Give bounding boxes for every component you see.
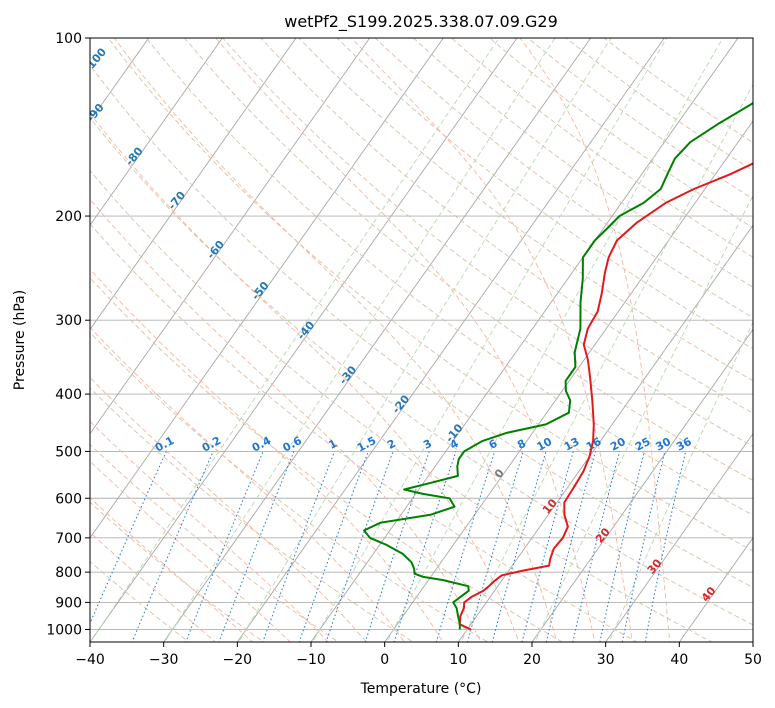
y-tick-label: 100 bbox=[55, 31, 82, 47]
isotherm-gridline bbox=[236, 38, 665, 642]
moist-adiabat bbox=[519, 38, 671, 642]
y-tick-label: 600 bbox=[55, 491, 82, 507]
y-tick-label: 500 bbox=[55, 444, 82, 460]
isotherm-gridline bbox=[163, 38, 592, 642]
dry-adiabat bbox=[374, 38, 753, 319]
mixing-ratio-line bbox=[298, 451, 369, 642]
moist-adiabat bbox=[90, 112, 520, 642]
y-tick-label: 200 bbox=[55, 209, 82, 225]
dry-adiabat bbox=[336, 38, 753, 350]
dry-adiabat bbox=[90, 169, 713, 642]
y-axis: 100 200 300 400 500 600 700 800 900 1000 bbox=[46, 31, 90, 638]
isotherm-gridline bbox=[605, 432, 753, 642]
x-tick-label: 40 bbox=[670, 652, 688, 668]
y-axis-label: Pressure (hPa) bbox=[12, 290, 28, 390]
mixing-ratio-label: 10 bbox=[535, 435, 555, 454]
mixing-ratio-label: 30 bbox=[653, 435, 673, 454]
isotherm-gridline bbox=[678, 537, 753, 642]
reference-curve bbox=[90, 38, 500, 642]
y-tick-label: 400 bbox=[55, 387, 82, 403]
reference-curve bbox=[608, 321, 753, 642]
dry-adiabat bbox=[90, 331, 489, 642]
mixing-ratio-line bbox=[466, 451, 524, 642]
dewpoint-profile-line bbox=[363, 101, 753, 630]
moist-adiabat bbox=[90, 268, 444, 642]
chart-title: wetPf2_S199.2025.338.07.09.G29 bbox=[284, 12, 558, 32]
mixing-ratio-label: 16 bbox=[584, 435, 604, 454]
x-axis: −40 −30 −20 −10 0 10 20 30 40 50 bbox=[75, 642, 762, 668]
mixing-ratio-label: 25 bbox=[633, 435, 653, 454]
dry-adiabat bbox=[90, 277, 564, 642]
isotherm-gridline bbox=[90, 38, 518, 642]
reference-curve bbox=[460, 83, 753, 642]
dry-adiabat bbox=[90, 387, 414, 642]
x-tick-label: −40 bbox=[75, 652, 105, 668]
x-tick-label: 10 bbox=[449, 652, 467, 668]
x-tick-label: 50 bbox=[744, 652, 762, 668]
plot-frame bbox=[89, 37, 754, 643]
dry-adiabat bbox=[107, 38, 753, 552]
isotherm-gridline bbox=[90, 38, 371, 435]
mixing-ratio-label: 36 bbox=[674, 435, 694, 454]
x-tick-label: −30 bbox=[149, 652, 179, 668]
mixing-ratio-label: 13 bbox=[562, 435, 582, 454]
y-tick-label: 800 bbox=[55, 565, 82, 581]
y-tick-label: 300 bbox=[55, 313, 82, 329]
mixing-ratio-line bbox=[325, 451, 394, 642]
isotherm-gridline bbox=[90, 38, 444, 539]
y-tick-label: 900 bbox=[55, 595, 82, 611]
x-tick-label: −10 bbox=[296, 652, 326, 668]
mixing-ratio-label: 20 bbox=[608, 435, 628, 454]
isotherm-gridline bbox=[457, 224, 753, 642]
mixing-ratio-line bbox=[599, 451, 645, 642]
moist-adiabat bbox=[90, 376, 367, 642]
dry-adiabat bbox=[145, 38, 753, 516]
x-tick-label: −20 bbox=[223, 652, 253, 668]
dry-adiabat bbox=[298, 38, 753, 382]
y-tick-label: 1000 bbox=[46, 622, 82, 638]
isotherm-gridline bbox=[90, 38, 297, 331]
x-axis-label: Temperature (°C) bbox=[360, 681, 482, 697]
isotherm-gridline bbox=[90, 38, 223, 226]
moist-adiabat bbox=[350, 38, 633, 642]
plot-area: 0.1 0.2 0.4 0.6 1 1.5 2 3 4 6 8 10 13 16 20 25 30 36-100-… bbox=[90, 38, 753, 642]
x-tick-label: 30 bbox=[597, 652, 615, 668]
x-tick-label: 0 bbox=[380, 652, 389, 668]
mixing-ratio-line bbox=[521, 451, 574, 642]
reference-curve bbox=[312, 38, 668, 642]
mixing-ratio-line bbox=[491, 451, 547, 642]
dry-adiabat bbox=[260, 38, 753, 414]
moist-adiabat bbox=[90, 531, 216, 642]
mixing-ratio-line bbox=[131, 451, 214, 642]
moist-adiabat bbox=[90, 198, 482, 642]
mixing-ratio-line bbox=[644, 451, 687, 642]
y-tick-label: 700 bbox=[55, 531, 82, 547]
reference-curve bbox=[163, 38, 556, 642]
dry-adiabat bbox=[90, 501, 265, 642]
mixing-ratio-line bbox=[572, 451, 621, 642]
temperature-profile-line bbox=[458, 162, 753, 631]
x-tick-label: 20 bbox=[523, 652, 541, 668]
mixing-ratio-line bbox=[90, 451, 167, 625]
moist-adiabat bbox=[90, 460, 291, 642]
isotherm-gridline bbox=[384, 120, 753, 642]
reference-curve bbox=[238, 38, 612, 642]
mixing-ratio-line bbox=[185, 451, 264, 642]
moist-adiabat bbox=[215, 38, 596, 642]
dry-adiabat bbox=[90, 117, 753, 626]
moist-adiabat bbox=[113, 38, 558, 642]
dry-adiabat bbox=[90, 443, 340, 642]
isotherm-gridline bbox=[531, 328, 753, 642]
moist-adiabat bbox=[90, 420, 329, 642]
dry-adiabat bbox=[412, 38, 753, 288]
mixing-ratio-line bbox=[435, 451, 496, 642]
mixing-ratio-line bbox=[545, 451, 596, 642]
mixing-ratio-line bbox=[621, 451, 666, 642]
